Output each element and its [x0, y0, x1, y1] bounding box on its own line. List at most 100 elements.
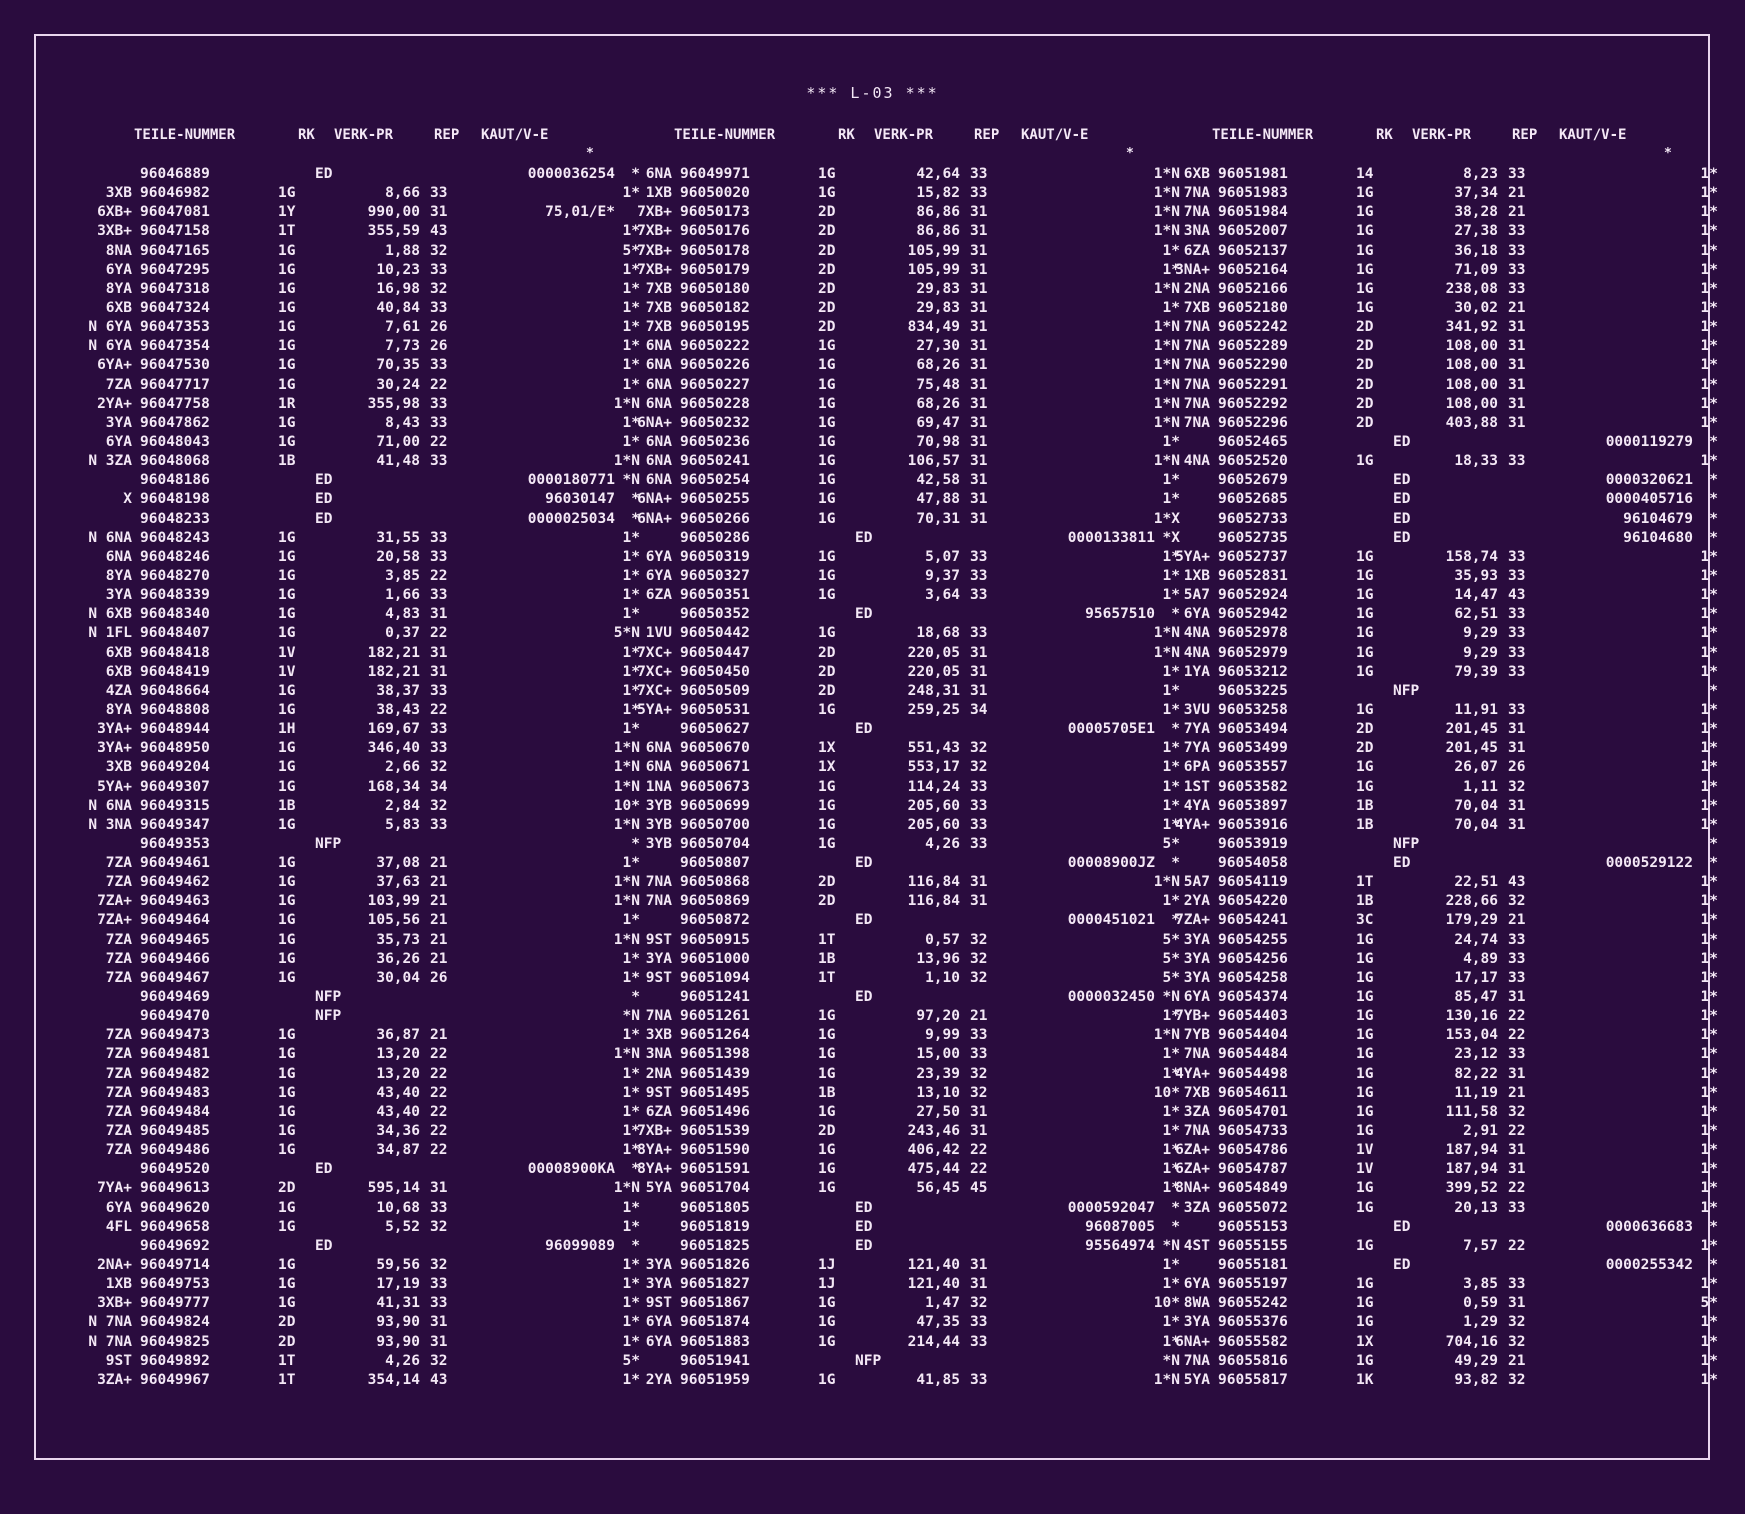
price: 3,64	[925, 587, 960, 604]
prefix-code: 7XB	[645, 280, 672, 297]
rep-code: 21	[430, 1027, 448, 1044]
rep-code: 33	[1508, 663, 1526, 680]
status-code: ED	[315, 510, 333, 527]
prefix-code: 6XB	[105, 299, 132, 316]
unit-flag: 1*X	[1153, 510, 1180, 527]
prefix-code: 6NA	[105, 548, 132, 565]
table-row: 3XB 96046982 1G 8,66 33 1*	[40, 185, 640, 204]
unit-flag: 1*	[1700, 1084, 1718, 1101]
unit-flag: 5*	[1162, 835, 1180, 852]
header-price: VERK-PR	[874, 127, 934, 143]
status-code: NFP	[315, 989, 342, 1006]
prefix-code: 6XB+	[97, 204, 132, 221]
rep-code: 33	[430, 548, 448, 565]
unit-flag: 1*	[1700, 912, 1718, 929]
unit-flag: 5*	[622, 1352, 640, 1369]
table-row: 3YA 96054255 1G 24,74 33 1*	[1118, 932, 1718, 951]
rk-code: 1G	[1356, 299, 1374, 316]
price: 346,40	[367, 740, 420, 757]
table-row: 7XB+ 96050178 2D 105,99 31 1*	[580, 243, 1180, 262]
part-number: 96050176	[680, 223, 750, 240]
prefix-code: N 6XB	[88, 606, 132, 623]
prefix-code: 3ZA+	[97, 1371, 132, 1388]
part-number: 96052942	[1218, 606, 1288, 623]
unit-flag: 1*	[1162, 242, 1180, 259]
unit-flag: *	[631, 166, 640, 182]
table-row: 3YA 96054258 1G 17,17 33 1*	[1118, 970, 1718, 989]
rk-code: 1G	[1356, 548, 1374, 565]
table-row: 3NA+ 96052164 1G 71,09 33 1*	[1118, 262, 1718, 281]
rep-code: 31	[970, 1276, 988, 1293]
unit-flag: 1*	[1162, 299, 1180, 316]
rep-code: 31	[430, 606, 448, 623]
unit-flag: 1*	[1162, 701, 1180, 718]
unit-flag: *	[1709, 835, 1718, 852]
unit-flag: *	[1709, 682, 1718, 699]
price: 187,94	[1445, 1161, 1498, 1178]
price: 15,00	[916, 1046, 960, 1063]
table-row: 7NA 96051983 1G 37,34 21 1*	[1118, 185, 1718, 204]
prefix-code: 8YA	[105, 567, 132, 584]
part-number: 96054611	[1218, 1084, 1288, 1101]
prefix-code: 1NA	[645, 778, 672, 795]
rep-code: 33	[970, 166, 988, 182]
part-number: 96052166	[1218, 280, 1288, 297]
table-row: 7ZA 96049484 1G 43,40 22 1*	[40, 1104, 640, 1123]
rk-code: 1G	[1356, 625, 1374, 642]
table-row: 7ZA+ 96049463 1G 103,99 21 1*N	[40, 893, 640, 912]
price: 105,99	[907, 242, 960, 259]
unit-flag: *	[631, 989, 640, 1006]
rep-code: 33	[430, 357, 448, 374]
unit-flag: 10*	[613, 797, 640, 814]
prefix-code: 1XB	[645, 185, 672, 202]
part-number: 96048068	[140, 453, 210, 470]
part-number: 96049347	[140, 816, 210, 833]
rk-code: 1G	[278, 1276, 296, 1293]
parts-column: 6XB 96051981 14 8,23 33 1* 7NA 96051983 1G 37,34 2…	[1118, 166, 1718, 1391]
price: 34,87	[376, 1142, 420, 1159]
page-border	[34, 34, 1710, 1460]
rk-code: 2D	[1356, 338, 1374, 355]
rk-code: 1G	[818, 1008, 836, 1025]
price: 70,98	[916, 433, 960, 450]
table-row: 3YA 96051827 1J 121,40 31 1*	[580, 1276, 1180, 1295]
unit-flag: *	[1171, 912, 1180, 929]
rk-code: 1G	[278, 1046, 296, 1063]
table-row: 6YA 96050319 1G 5,07 33 1*	[580, 549, 1180, 568]
price: 1,29	[1463, 1314, 1498, 1331]
prefix-code: 6NA+	[637, 491, 672, 508]
rk-code: 1X	[818, 740, 836, 757]
part-number: 96055153	[1218, 1218, 1288, 1235]
rep-code: 31	[430, 1333, 448, 1350]
table-row: 6ZA+ 96054787 1V 187,94 31 1*	[1118, 1161, 1718, 1180]
rk-code: 2D	[1356, 740, 1374, 757]
price: 70,35	[376, 357, 420, 374]
table-row: N 6NA 96048243 1G 31,55 33 1*	[40, 530, 640, 549]
rep-code: 21	[1508, 1084, 1526, 1101]
price: 82,22	[1454, 1065, 1498, 1082]
table-row: 96051825 ED 95564974 *N	[580, 1238, 1180, 1257]
rk-code: 1G	[278, 969, 296, 986]
table-row: 3YA+ 96048944 1H 169,67 33 1*	[40, 721, 640, 740]
part-number: 96049469	[140, 989, 210, 1006]
price: 114,24	[907, 778, 960, 795]
unit-flag: 1*	[622, 606, 640, 623]
part-number: 96049315	[140, 797, 210, 814]
prefix-code: 6NA+	[637, 414, 672, 431]
unit-flag: 1*N	[1153, 625, 1180, 642]
table-row: 96052733 ED 96104679 *	[1118, 511, 1718, 530]
unit-flag: 1*	[1162, 472, 1180, 489]
unit-flag: 1*	[1700, 759, 1718, 776]
rep-code: 33	[430, 587, 448, 604]
header-price: VERK-PR	[334, 127, 394, 143]
rep-code: 22	[430, 1123, 448, 1140]
table-row: 6NA+ 96050232 1G 69,47 31 1*N	[580, 415, 1180, 434]
price: 201,45	[1445, 740, 1498, 757]
rk-code: 1G	[278, 740, 296, 757]
prefix-code: 4NA	[1183, 644, 1210, 661]
reference-number: 0000320621	[1605, 472, 1693, 489]
rk-code: 1G	[1356, 1123, 1374, 1140]
table-row: 8YA+ 96051591 1G 475,44 22 1*	[580, 1161, 1180, 1180]
rk-code: 2D	[1356, 357, 1374, 374]
rep-code: 22	[430, 433, 448, 450]
